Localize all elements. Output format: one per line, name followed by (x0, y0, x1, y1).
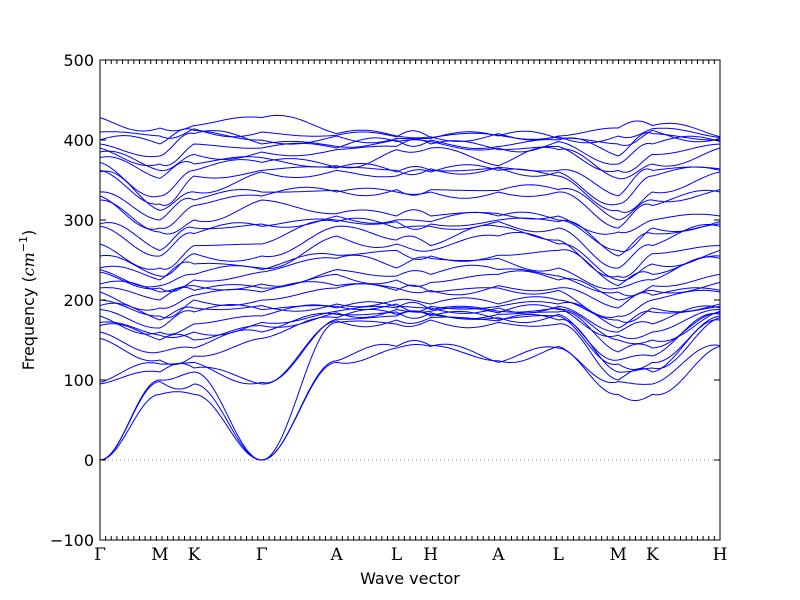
phonon-branch (100, 114, 720, 142)
y-tick-label: 400 (63, 131, 94, 150)
y-tick-label: 500 (63, 51, 94, 70)
phonon-branch (100, 343, 720, 461)
x-tick-label: Γ (256, 545, 268, 565)
x-tick-label: M (609, 545, 626, 565)
phonon-branch (100, 340, 720, 461)
phonon-branch (100, 281, 720, 311)
phonon-branch (100, 135, 720, 167)
phonon-branch (100, 217, 720, 270)
phonon-branch (100, 127, 720, 144)
x-tick-label: L (553, 545, 564, 565)
y-tick-label: 200 (63, 291, 94, 310)
phonon-branch (100, 128, 720, 147)
phonon-branch (100, 217, 720, 257)
x-tick-label: A (491, 545, 505, 565)
phonon-branch (100, 164, 720, 213)
phonon-branch (100, 232, 720, 281)
phonon-branch (100, 211, 720, 253)
x-tick-label: H (713, 545, 728, 565)
y-axis-label: Frequency (cm−1) (17, 230, 38, 371)
y-tick-label: 100 (63, 371, 94, 390)
phonon-branch (100, 146, 720, 180)
phonon-branch (100, 158, 720, 198)
y-axis-label-unit: cm (19, 252, 38, 276)
phonon-branch (100, 301, 720, 329)
phonon-branch (100, 184, 720, 221)
phonon-branch (100, 296, 720, 323)
phonon-branch (100, 301, 720, 335)
y-tick-label: 0 (84, 451, 94, 470)
phonon-branch (100, 199, 720, 235)
phonon-branch (100, 254, 720, 292)
x-tick-label: A (329, 545, 343, 565)
phonon-branch (100, 283, 720, 319)
phonon-branch (100, 249, 720, 288)
x-tick-label: H (423, 545, 438, 565)
y-axis-label-text: Frequency ( (19, 276, 38, 370)
phonon-branch (100, 270, 720, 301)
phonon-branch (100, 264, 720, 297)
plot-frame (99, 59, 721, 541)
y-tick-label: 300 (63, 211, 94, 230)
phonon-branch (100, 313, 720, 385)
plot-area (100, 114, 720, 461)
phonon-branch (100, 130, 720, 158)
phonon-branch (100, 319, 720, 461)
x-tick-label: K (646, 545, 659, 565)
y-tick-label: −100 (50, 531, 94, 550)
phonon-branch (100, 224, 720, 278)
x-axis-label: Wave vector (360, 569, 460, 588)
phonon-branch (100, 163, 720, 206)
phonon-branch (100, 310, 720, 354)
y-axis-label-close: ) (19, 230, 38, 236)
x-tick-label: Γ (94, 545, 106, 565)
x-tick-label: K (188, 545, 201, 565)
phonon-branches (100, 114, 720, 461)
y-axis-label-exponent: −1 (17, 236, 30, 252)
x-tick-label: M (151, 545, 168, 565)
axis-ticks (99, 59, 721, 541)
y-tick-labels: −100 0 100 200 300 400 500 (50, 51, 94, 550)
x-tick-label: L (391, 545, 402, 565)
phonon-branch (100, 301, 720, 340)
phonon-branch (100, 186, 720, 230)
